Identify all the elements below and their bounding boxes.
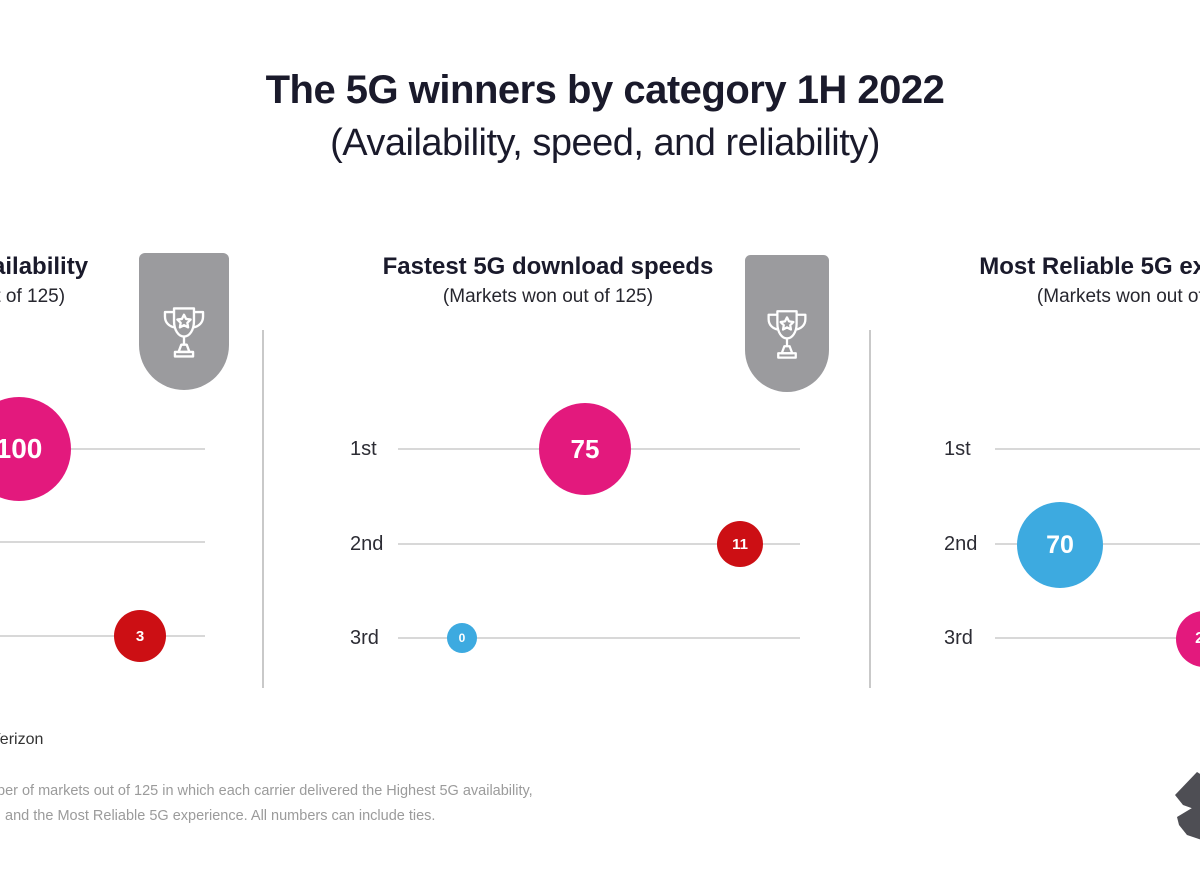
panel-title: Most Reliable 5G experience [979,253,1200,280]
rank-label-1st: 1st [350,438,377,460]
award-ribbon-logo-icon [1175,772,1200,840]
trophy-badge [139,253,229,390]
panel-subtitle: (Markets won out of 125) [442,286,654,307]
rank-label-1st: 1st [944,438,971,460]
rank-label-2nd: 2nd [944,533,978,555]
row-line-2nd [398,543,800,545]
bubble-value: 70 [1046,530,1074,559]
panel-subtitle: (Markets won out of 125) [1036,286,1200,307]
rank-label-2nd: 2nd [350,533,384,555]
bubble-availability-1st: 100 [0,397,71,501]
bubble-value: 11 [732,535,748,553]
panel-speed-header: Fastest 5G download speeds (Markets won … [248,252,848,309]
panel-divider-left [262,330,264,688]
panel-title: Fastest 5G download speeds [382,253,714,280]
row-line-3rd [0,635,205,637]
trophy-icon [767,310,807,359]
bubble-availability-3rd: 3 [114,610,166,662]
chart-title: The 5G winners by category 1H 2022 [265,68,945,112]
row-line-1st [0,448,205,450]
bubble-speed-3rd: 0 [447,623,477,653]
footnote-line-1: ber of markets out of 125 in which each … [0,783,533,799]
bubble-value: 75 [570,433,600,464]
footnote: ber of markets out of 125 in which each … [0,779,533,829]
bubble-value: 25 [1195,630,1200,647]
rank-label-3rd: 3rd [944,627,973,649]
chart-subtitle: (Availability, speed, and reliability) [330,122,880,164]
chart-title-block: The 5G winners by category 1H 2022 (Avai… [5,64,1200,168]
panel-title: Highest 5G availability [0,253,89,280]
panel-divider-right [869,330,871,688]
row-line-3rd [995,637,1200,639]
row-line-2nd [0,541,205,543]
panel-reliability-header: Most Reliable 5G experience (Markets won… [842,252,1200,309]
bubble-value: 100 [0,433,43,464]
bubble-reliability-2nd: 70 [1017,502,1103,588]
footnote-line-2: , and the Most Reliable 5G experience. A… [0,808,436,824]
legend-item-verizon: Verizon [0,731,44,748]
panel-availability-header: Highest 5G availability (Markets won out… [0,252,260,309]
rank-label-3rd: 3rd [350,627,379,649]
row-line-3rd [398,637,800,639]
bubble-value: 3 [135,627,145,645]
bubble-reliability-3rd: 25 [1176,611,1200,667]
trophy-icon [163,307,205,358]
bubble-value: 0 [458,631,466,645]
bubble-speed-2nd: 11 [717,521,763,567]
row-line-1st [995,448,1200,450]
bubble-speed-1st: 75 [539,403,631,495]
panel-subtitle: (Markets won out of 125) [0,286,66,307]
trophy-badge [745,255,829,392]
